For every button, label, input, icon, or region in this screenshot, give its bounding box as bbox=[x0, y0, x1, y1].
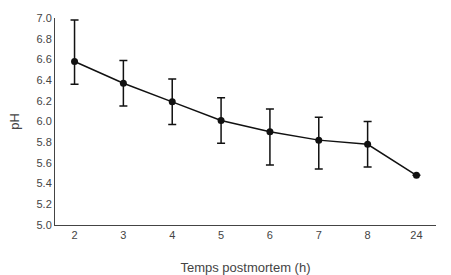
svg-text:3: 3 bbox=[120, 229, 126, 241]
svg-text:6: 6 bbox=[267, 229, 273, 241]
svg-text:5.8: 5.8 bbox=[37, 136, 52, 148]
svg-text:5.4: 5.4 bbox=[37, 177, 52, 189]
svg-text:6.8: 6.8 bbox=[37, 33, 52, 45]
svg-text:6.0: 6.0 bbox=[37, 115, 52, 127]
svg-text:7.0: 7.0 bbox=[37, 12, 52, 24]
svg-text:8: 8 bbox=[365, 229, 371, 241]
svg-text:5: 5 bbox=[218, 229, 224, 241]
svg-text:7: 7 bbox=[316, 229, 322, 241]
svg-text:2: 2 bbox=[71, 229, 77, 241]
svg-text:4: 4 bbox=[169, 229, 175, 241]
svg-text:5.6: 5.6 bbox=[37, 157, 52, 169]
svg-text:6.2: 6.2 bbox=[37, 95, 52, 107]
svg-text:Temps postmortem (h): Temps postmortem (h) bbox=[180, 260, 310, 275]
svg-text:5.0: 5.0 bbox=[37, 219, 52, 231]
svg-text:6.4: 6.4 bbox=[37, 74, 52, 86]
svg-text:6.6: 6.6 bbox=[37, 53, 52, 65]
svg-text:5.2: 5.2 bbox=[37, 198, 52, 210]
svg-text:24: 24 bbox=[410, 229, 422, 241]
svg-text:pH: pH bbox=[7, 113, 22, 130]
